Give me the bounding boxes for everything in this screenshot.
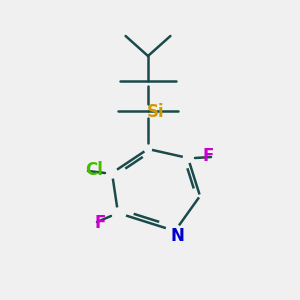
Text: Si: Si: [147, 103, 165, 121]
Text: Cl: Cl: [85, 161, 103, 179]
Text: F: F: [94, 214, 106, 232]
Text: F: F: [202, 147, 214, 165]
Text: N: N: [170, 227, 184, 245]
